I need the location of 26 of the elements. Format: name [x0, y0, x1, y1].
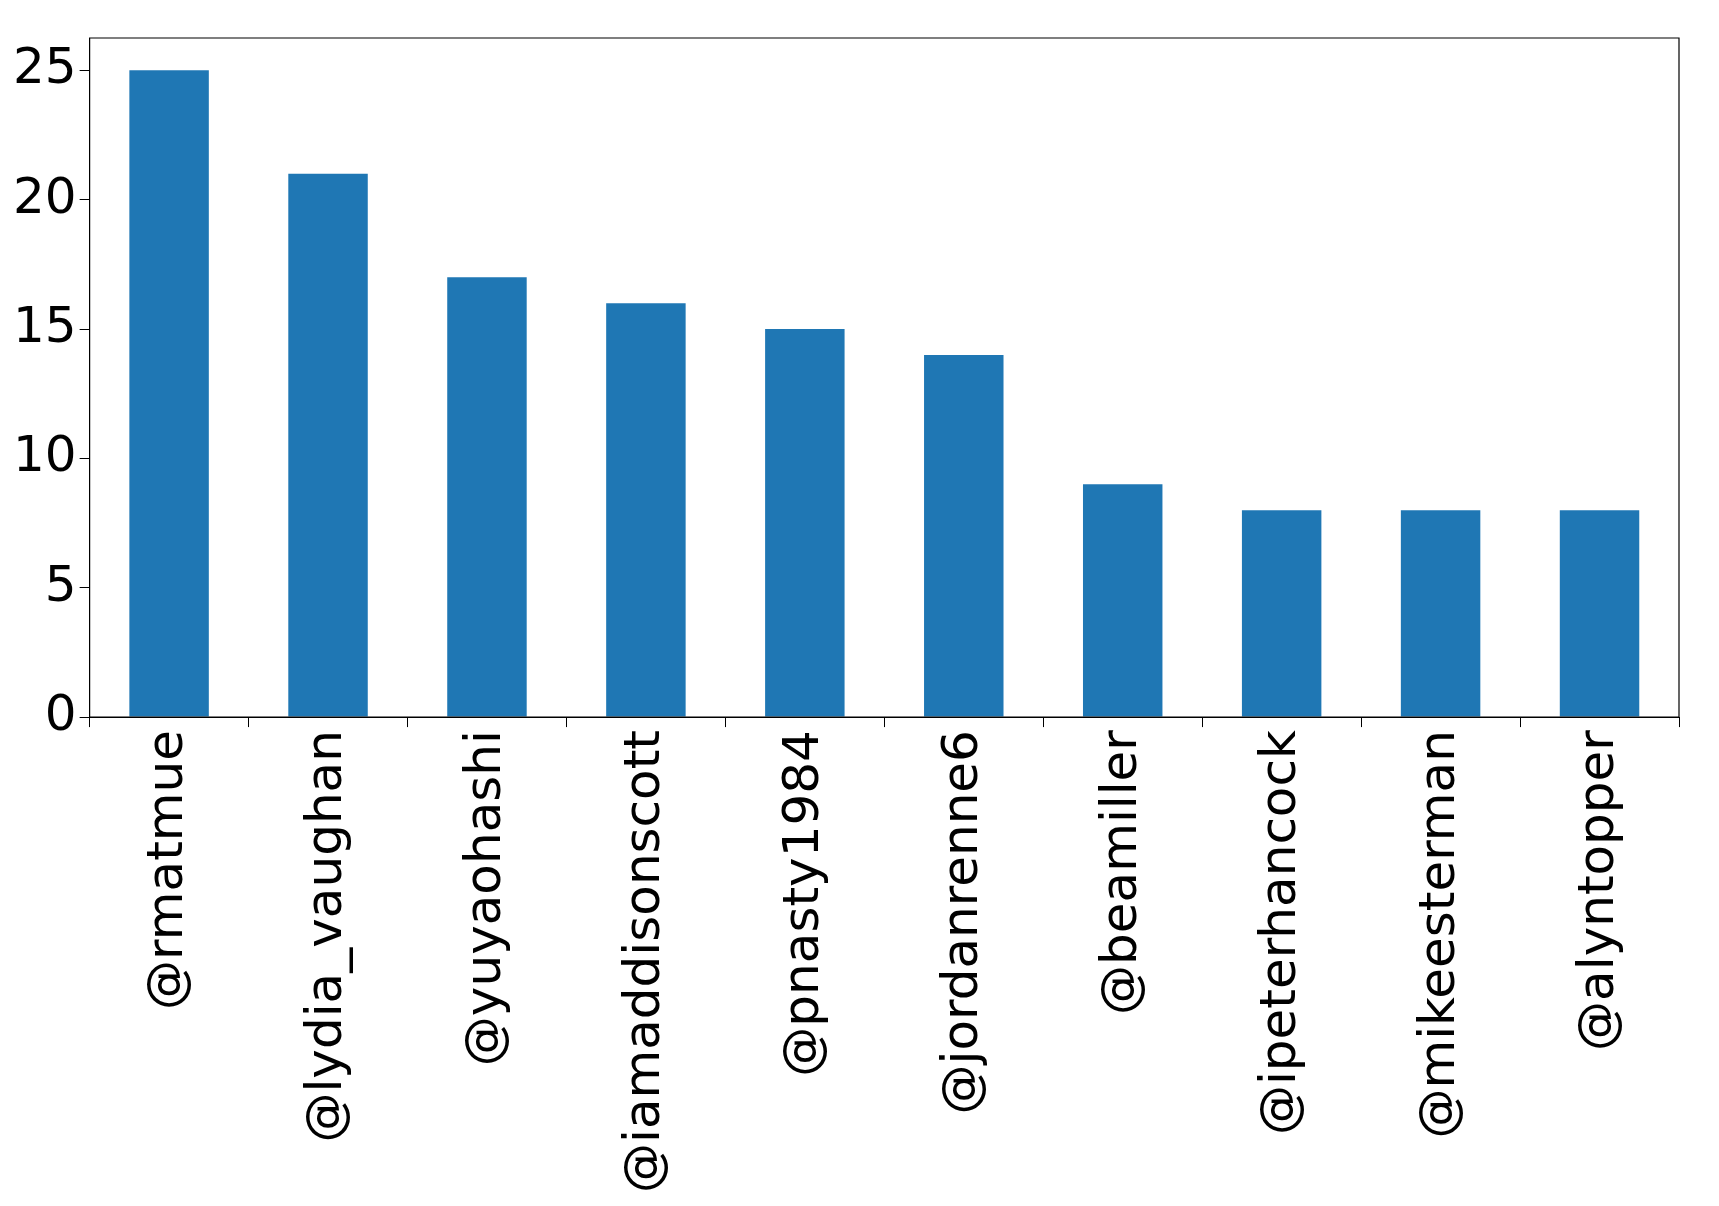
bar [1400, 510, 1481, 717]
x-tick-label: @lydia_vaughan [295, 730, 354, 1143]
bar [1082, 484, 1163, 717]
x-tick-label: @pnasty1984 [771, 730, 830, 1077]
x-tick-label: @rmatmue [136, 730, 195, 1010]
bar [924, 354, 1004, 717]
y-tick-label: 0 [44, 684, 77, 743]
x-tick-label: @mikeesterman [1407, 730, 1466, 1139]
x-tick-label: @beamiller [1089, 729, 1148, 1015]
x-tick-label: @iamaddisonscott [612, 730, 671, 1194]
x-tick-label: @ipeterhancock [1248, 730, 1307, 1136]
x-tick-label: @jordanrenne6 [930, 730, 989, 1115]
bar [447, 277, 527, 717]
bar [288, 173, 368, 717]
bar [1559, 510, 1640, 717]
x-tick-label: @yuyaohashi [453, 730, 512, 1067]
y-tick-label: 20 [13, 166, 77, 225]
y-tick-label: 10 [13, 425, 77, 484]
bar [765, 329, 845, 717]
bar [1241, 510, 1322, 717]
x-tick-label: @alyntopper [1566, 729, 1625, 1051]
y-tick-label: 5 [44, 554, 77, 613]
bar [606, 303, 686, 717]
bar [129, 70, 209, 717]
y-tick-label: 25 [13, 37, 77, 96]
y-tick-label: 15 [13, 296, 77, 355]
